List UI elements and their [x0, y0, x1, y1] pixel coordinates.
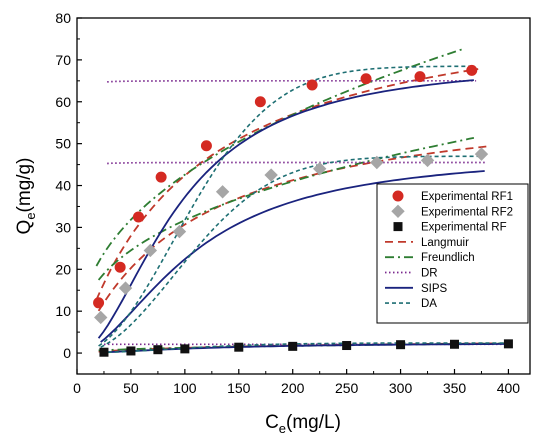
plot-frame: [76, 17, 531, 375]
x-tick-label-8: 400: [497, 380, 521, 396]
x-tick-label-1: 50: [123, 380, 139, 396]
legend-label-6: SIPS: [421, 283, 448, 295]
x-tick-label-4: 200: [281, 380, 305, 396]
fit-sips-curve-2: [100, 343, 511, 354]
legend-label-5: DR: [421, 268, 438, 280]
y-tick-label-0: 0: [63, 345, 71, 361]
point-diamond-2: [143, 243, 158, 258]
legend-label-4: Freundlich: [421, 252, 475, 264]
legend-entry-1: Experimental RF2: [391, 204, 513, 219]
fit-da-curve-1: [100, 155, 485, 348]
fit-da-curve-0: [98, 65, 474, 347]
point-diamond-9: [474, 147, 489, 161]
y-tick-label-3: 30: [55, 219, 71, 235]
point-square-1: [126, 346, 136, 356]
point-diamond-5: [264, 168, 278, 182]
y-tick-label-5: 50: [55, 136, 71, 152]
point-square-7: [396, 340, 406, 350]
point-circle-8: [414, 71, 426, 83]
point-diamond-1: [118, 281, 133, 295]
fit-dr-curve-0: [107, 79, 477, 83]
y-axis-title: Qe(mg/g): [14, 158, 38, 235]
legend-entry-2: Experimental RF: [393, 222, 507, 234]
x-axis-ticks: 0 50 100 150 200 250 300 350 400: [73, 369, 520, 396]
legend: Experimental RF1 Experimental RF2 Experime…: [376, 183, 529, 324]
legend-marker-0: [392, 190, 404, 202]
legend-entry-3: Langmuir: [385, 237, 469, 249]
point-circle-5: [254, 96, 266, 108]
y-tick-label-7: 70: [55, 52, 71, 68]
legend-label-3: Langmuir: [421, 237, 469, 249]
y-tick-label-6: 60: [55, 94, 71, 110]
fit-sips-curve-1: [100, 170, 485, 343]
point-diamond-4: [215, 185, 230, 199]
data-points: [93, 64, 513, 357]
point-circle-2: [132, 211, 144, 223]
x-tick-label-6: 300: [389, 380, 413, 396]
point-diamond-8: [420, 153, 435, 168]
legend-entry-4: Freundlich: [385, 252, 475, 264]
legend-label-7: DA: [421, 298, 437, 310]
x-tick-label-0: 0: [73, 380, 81, 396]
point-square-3: [180, 344, 190, 354]
point-square-6: [342, 341, 352, 351]
fit-sips-curve-0: [97, 79, 474, 339]
legend-entry-5: DR: [385, 268, 438, 280]
point-diamond-0: [94, 310, 108, 325]
legend-marker-2: [393, 222, 403, 232]
point-square-4: [234, 342, 244, 352]
y-tick-label-1: 10: [55, 303, 71, 319]
x-axis-title: Ce(mg/L): [265, 412, 341, 436]
point-circle-4: [200, 140, 212, 152]
x-tick-label-7: 350: [443, 380, 467, 396]
point-square-9: [503, 339, 513, 349]
legend-entry-6: SIPS: [385, 283, 448, 295]
point-circle-7: [360, 73, 372, 85]
legend-marker-1: [391, 204, 405, 219]
point-circle-0: [93, 297, 105, 309]
y-tick-label-2: 20: [55, 261, 71, 277]
legend-label-0: Experimental RF1: [421, 191, 513, 203]
point-diamond-7: [370, 155, 384, 170]
y-tick-label-4: 40: [55, 178, 71, 194]
point-diamond-6: [312, 162, 327, 176]
x-tick-label-3: 150: [227, 380, 251, 396]
fit-langmuir-curve-0: [95, 68, 479, 301]
legend-box: [376, 183, 529, 324]
legend-label-2: Experimental RF: [421, 222, 507, 234]
point-square-0: [99, 347, 109, 357]
y-axis-ticks: 0 10 20 30 40 50 60 70 80: [55, 10, 82, 361]
fit-langmuir-curve-1: [97, 145, 488, 312]
point-square-8: [450, 339, 459, 349]
x-tick-label-5: 250: [335, 380, 359, 396]
x-tick-label-2: 100: [173, 380, 197, 396]
fit-da-curve-2: [100, 342, 511, 354]
point-circle-6: [306, 79, 318, 91]
point-square-2: [153, 345, 163, 355]
point-circle-9: [466, 64, 478, 76]
point-diamond-3: [172, 224, 187, 239]
point-circle-3: [155, 171, 167, 183]
legend-entry-7: DA: [385, 298, 437, 310]
point-circle-1: [114, 261, 126, 273]
legend-label-1: Experimental RF2: [421, 206, 513, 218]
legend-entry-0: Experimental RF1: [392, 190, 513, 203]
y-tick-label-8: 80: [55, 10, 71, 26]
point-square-5: [288, 341, 298, 351]
